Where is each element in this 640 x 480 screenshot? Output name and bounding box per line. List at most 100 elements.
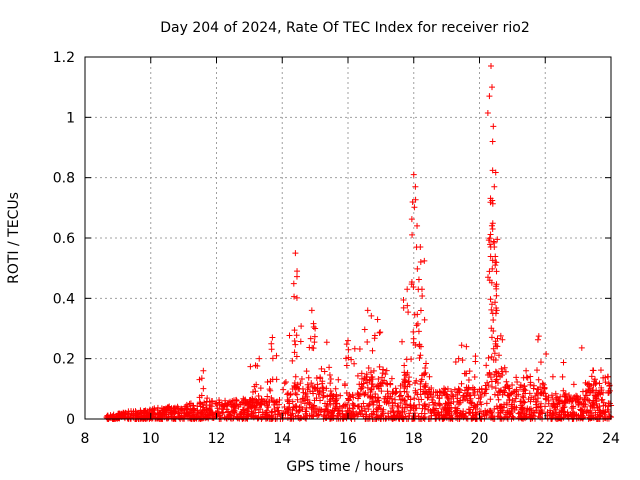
data-point	[488, 84, 495, 91]
data-point	[225, 399, 232, 406]
data-point	[463, 384, 470, 391]
data-point	[263, 407, 270, 414]
data-point	[292, 250, 299, 257]
data-point	[374, 406, 381, 413]
data-point	[491, 405, 498, 412]
data-point	[560, 409, 567, 416]
data-point	[326, 364, 333, 371]
y-axis-label: ROTI / TECUs	[6, 192, 22, 284]
data-point	[421, 257, 428, 264]
data-point	[378, 379, 385, 386]
data-point	[483, 411, 490, 418]
data-point	[304, 396, 311, 403]
data-point	[454, 395, 461, 402]
data-point	[513, 388, 520, 395]
data-point	[489, 265, 496, 272]
y-tick-labels: 0 0.2 0.4 0.6 0.8 1 1.2	[53, 50, 75, 428]
data-point	[293, 353, 300, 360]
data-point	[445, 395, 452, 402]
data-point	[415, 328, 422, 335]
x-tick-label: 14	[273, 431, 291, 447]
data-point	[354, 372, 361, 379]
data-point	[287, 392, 294, 399]
data-point	[197, 413, 204, 420]
data-point	[487, 296, 494, 303]
data-point	[370, 367, 377, 374]
data-point	[137, 407, 144, 414]
data-point	[255, 396, 262, 403]
data-point	[523, 367, 530, 374]
data-point	[196, 400, 203, 407]
data-point	[400, 304, 407, 311]
data-point	[449, 392, 456, 399]
data-point	[379, 408, 386, 415]
data-point	[541, 385, 548, 392]
data-point	[492, 259, 499, 266]
data-point	[584, 381, 591, 388]
data-point	[550, 410, 557, 417]
data-point	[286, 332, 293, 339]
data-point	[549, 373, 556, 380]
data-point	[309, 388, 316, 395]
data-point	[444, 385, 451, 392]
data-point	[268, 409, 275, 416]
data-point	[317, 397, 324, 404]
data-point	[436, 412, 443, 419]
data-point	[463, 343, 470, 350]
data-point	[407, 402, 414, 409]
data-point	[535, 395, 542, 402]
data-point	[264, 378, 271, 385]
data-point	[295, 385, 302, 392]
data-point	[294, 268, 301, 275]
data-point	[243, 400, 250, 407]
data-point	[436, 401, 443, 408]
data-point	[518, 415, 525, 422]
data-point	[513, 374, 520, 381]
data-point	[436, 395, 443, 402]
data-point	[369, 347, 376, 354]
data-point	[252, 412, 259, 419]
data-point	[503, 399, 510, 406]
data-point	[470, 389, 477, 396]
data-point	[559, 373, 566, 380]
data-point	[343, 355, 350, 362]
data-point	[425, 388, 432, 395]
data-point	[164, 405, 171, 412]
data-point	[491, 371, 498, 378]
data-point	[293, 332, 300, 339]
data-point	[435, 400, 442, 407]
data-point	[264, 393, 271, 400]
data-point	[480, 410, 487, 417]
data-point	[569, 395, 576, 402]
data-point	[201, 399, 208, 406]
data-point	[488, 413, 495, 420]
data-point	[292, 390, 299, 397]
data-point	[578, 344, 585, 351]
data-point	[269, 334, 276, 341]
data-point	[378, 411, 385, 418]
chart-title: Day 204 of 2024, Rate Of TEC Index for r…	[160, 20, 530, 36]
data-point	[417, 259, 424, 266]
data-point	[561, 392, 568, 399]
data-point	[327, 388, 334, 395]
data-point	[253, 381, 260, 388]
data-point	[466, 368, 473, 375]
data-point	[510, 389, 517, 396]
data-point	[492, 283, 499, 290]
data-point	[518, 404, 525, 411]
data-point	[583, 392, 590, 399]
data-point	[417, 343, 424, 350]
data-point	[333, 395, 340, 402]
data-point	[311, 339, 318, 346]
data-point	[460, 394, 467, 401]
data-point	[174, 403, 181, 410]
data-point	[421, 383, 428, 390]
data-point	[562, 390, 569, 397]
data-point	[423, 360, 430, 367]
data-point	[186, 409, 193, 416]
data-point	[584, 396, 591, 403]
data-point	[186, 400, 193, 407]
data-point	[336, 403, 343, 410]
data-point	[455, 355, 462, 362]
